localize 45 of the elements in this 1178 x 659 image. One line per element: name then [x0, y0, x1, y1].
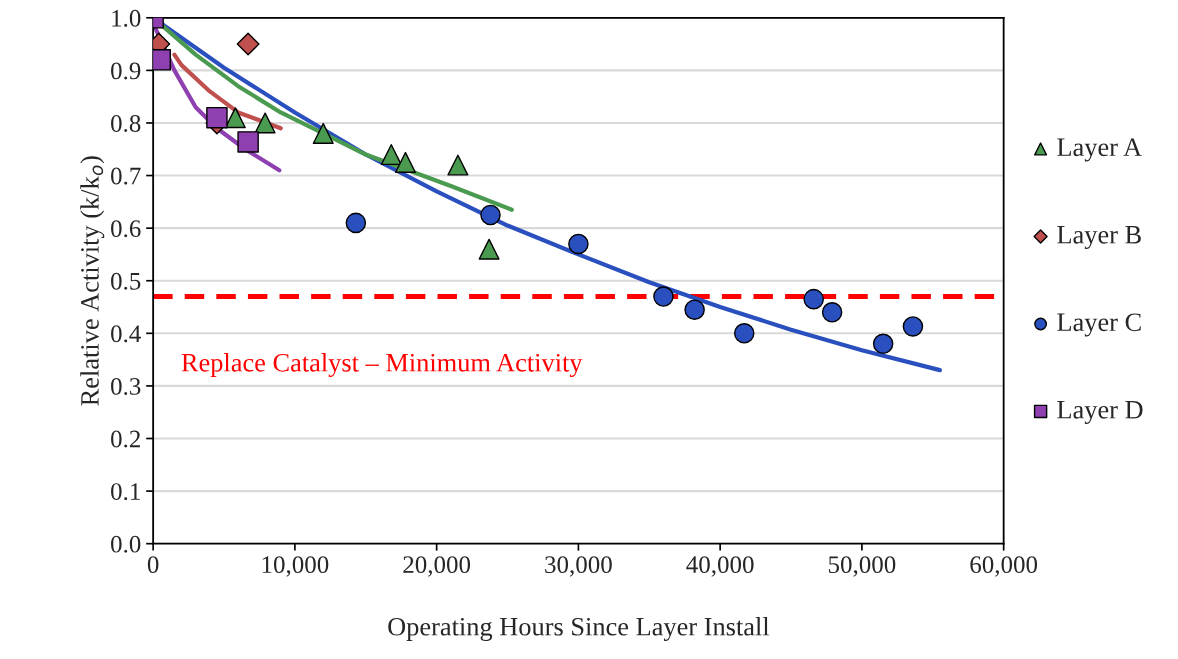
- ref-line-label: Replace Catalyst – Minimum Activity: [181, 353, 583, 378]
- x-tick-label: 20,000: [403, 556, 471, 577]
- x-tick-label: 0: [147, 556, 159, 574]
- y-tick-label: 0.6: [111, 220, 141, 238]
- y-tick-label: 1.0: [112, 9, 141, 27]
- point: [254, 112, 276, 134]
- y-tick-label: 0.0: [111, 535, 141, 553]
- point: [345, 212, 367, 234]
- point: [447, 154, 469, 176]
- point: [902, 316, 924, 337]
- y-tick-label: 0.5: [111, 272, 141, 290]
- point: [312, 122, 334, 145]
- y-tick-label: 0.9: [111, 62, 141, 80]
- point: [478, 238, 500, 260]
- y-tick-label: 0.4: [111, 325, 141, 343]
- legend-label: Layer C: [1057, 313, 1141, 337]
- legend-label: Layer A: [1057, 138, 1142, 162]
- point: [236, 32, 260, 56]
- x-tick-label: 50,000: [828, 556, 896, 577]
- y-tick-label: 0.7: [111, 167, 141, 185]
- point: [872, 333, 894, 355]
- x-tick-label: 40,000: [686, 556, 754, 577]
- line-series: [172, 52, 283, 131]
- x-tick-label: 30,000: [545, 556, 612, 577]
- point: [821, 302, 843, 323]
- legend-label: Layer D: [1057, 401, 1143, 425]
- point: [733, 323, 755, 344]
- y-tick-label: 0.3: [111, 377, 141, 395]
- point: [684, 299, 705, 320]
- point: [480, 204, 501, 226]
- point: [380, 144, 402, 166]
- point: [206, 106, 228, 129]
- x-tick-label: 10,000: [262, 556, 329, 577]
- y-tick-label: 0.8: [111, 115, 141, 132]
- point: [394, 151, 416, 173]
- point: [568, 233, 589, 255]
- point: [237, 131, 259, 153]
- legend-label: Layer B: [1057, 226, 1141, 250]
- point: [653, 286, 674, 307]
- y-tick-label: 0.1: [111, 483, 140, 501]
- point: [803, 288, 824, 310]
- y-axis-title: Relative Activity (k/k$_{o}$): [80, 156, 105, 406]
- y-tick-label: 0.2: [111, 430, 140, 448]
- x-tick-label: 60,000: [970, 556, 1038, 577]
- x-axis-title: Operating Hours Since Layer Install: [388, 617, 770, 642]
